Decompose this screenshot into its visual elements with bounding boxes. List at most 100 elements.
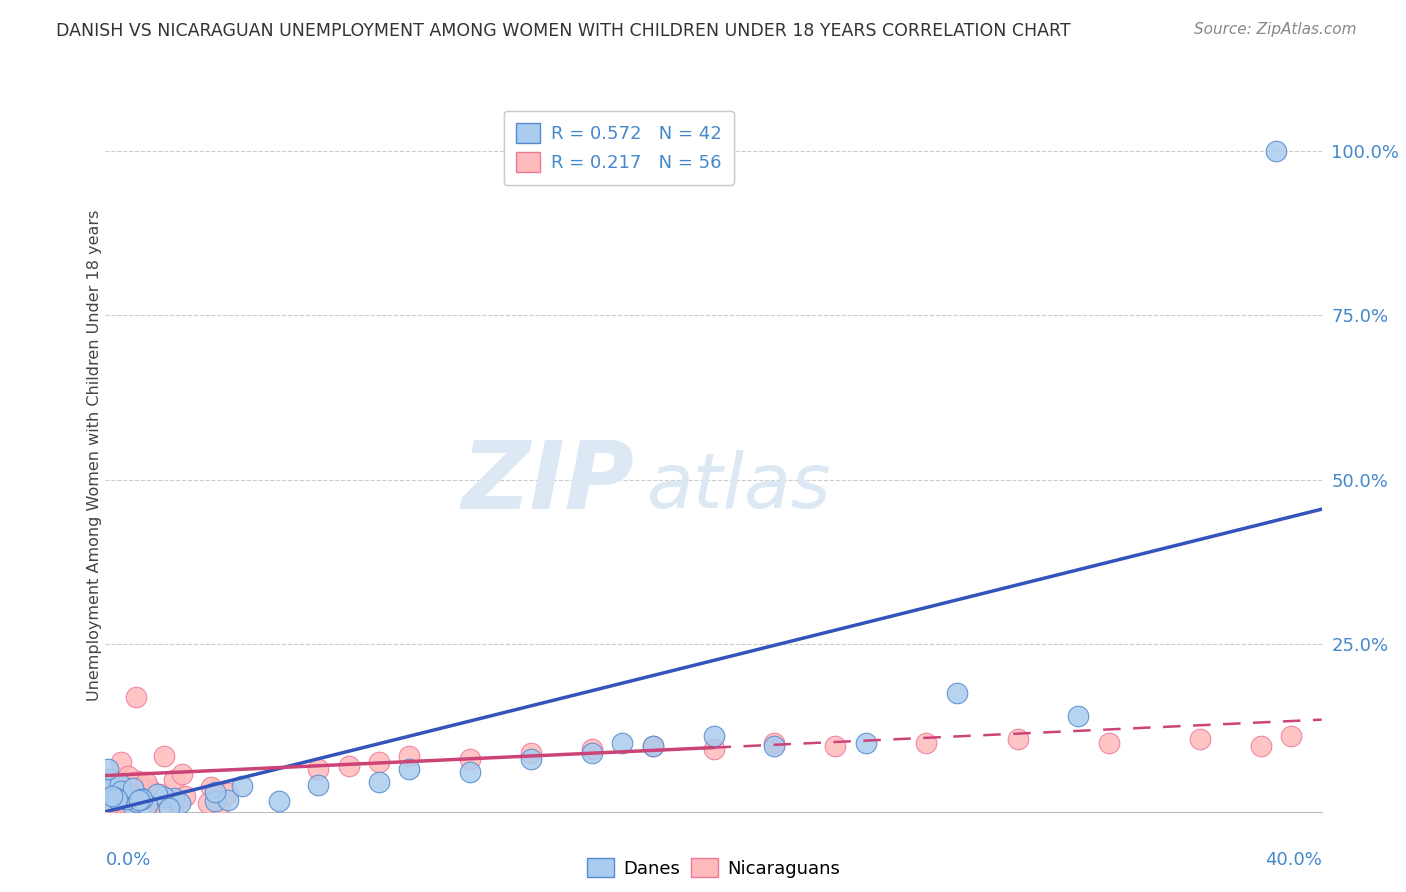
Point (269, 794, 291, 808)
Point (149, 788, 172, 802)
Point (1007, 732, 1029, 747)
Point (97, 800, 120, 814)
Point (110, 755, 132, 769)
Point (398, 762, 420, 776)
Point (128, 792, 150, 806)
Point (1188, 732, 1211, 747)
Point (117, 791, 139, 805)
Point (855, 736, 877, 750)
Point (824, 739, 846, 753)
Point (641, 739, 664, 753)
Point (121, 797, 143, 812)
Point (204, 794, 226, 808)
Point (197, 796, 219, 810)
Point (612, 736, 634, 750)
Point (200, 780, 222, 794)
Point (368, 775, 391, 789)
Point (127, 794, 149, 808)
Point (125, 690, 148, 704)
Point (117, 800, 139, 814)
Point (149, 801, 172, 815)
Text: 40.0%: 40.0% (1265, 851, 1322, 869)
Point (398, 748, 420, 763)
Point (581, 746, 603, 760)
Point (217, 786, 239, 800)
Point (108, 799, 131, 814)
Point (1067, 709, 1090, 723)
Point (169, 796, 191, 810)
Point (368, 756, 391, 770)
Point (204, 785, 226, 799)
Text: Source: ZipAtlas.com: Source: ZipAtlas.com (1194, 22, 1357, 37)
Point (581, 742, 603, 756)
Point (162, 801, 184, 815)
Point (122, 780, 145, 795)
Point (915, 736, 938, 750)
Point (97, 794, 120, 808)
Point (208, 798, 231, 813)
Point (131, 792, 153, 806)
Point (108, 791, 131, 805)
Text: ZIP: ZIP (461, 437, 634, 530)
Point (127, 773, 149, 788)
Point (104, 792, 127, 806)
Point (136, 783, 159, 797)
Point (307, 762, 329, 776)
Text: 0.0%: 0.0% (105, 851, 150, 869)
Point (1279, 729, 1302, 743)
Point (139, 790, 162, 805)
Point (520, 746, 543, 760)
Text: atlas: atlas (647, 450, 831, 524)
Point (97, 798, 120, 813)
Point (114, 799, 136, 814)
Point (170, 767, 193, 781)
Point (520, 752, 543, 766)
Point (945, 686, 967, 700)
Point (100, 792, 122, 806)
Point (118, 778, 141, 792)
Point (110, 784, 132, 798)
Point (101, 789, 124, 804)
Point (641, 739, 664, 753)
Point (307, 779, 329, 793)
Point (105, 792, 128, 806)
Point (337, 758, 360, 772)
Point (98, 783, 121, 797)
Point (108, 777, 131, 791)
Y-axis label: Unemployment Among Women with Children Under 18 years: Unemployment Among Women with Children U… (87, 210, 101, 700)
Point (702, 742, 725, 756)
Point (107, 797, 129, 811)
Point (105, 791, 128, 805)
Point (458, 752, 481, 766)
Legend: R = 0.572   N = 42, R = 0.217   N = 56: R = 0.572 N = 42, R = 0.217 N = 56 (503, 111, 734, 185)
Point (763, 739, 786, 753)
Point (763, 736, 786, 750)
Point (153, 790, 176, 805)
Point (129, 790, 152, 805)
Point (231, 779, 253, 793)
Point (121, 775, 143, 789)
Point (138, 780, 160, 795)
Point (121, 776, 143, 790)
Point (163, 791, 186, 805)
Point (118, 786, 141, 800)
Point (217, 792, 239, 806)
Point (152, 798, 174, 813)
Point (117, 769, 139, 783)
Point (146, 788, 169, 802)
Text: DANISH VS NICARAGUAN UNEMPLOYMENT AMONG WOMEN WITH CHILDREN UNDER 18 YEARS CORRE: DANISH VS NICARAGUAN UNEMPLOYMENT AMONG … (56, 22, 1071, 40)
Point (458, 765, 481, 780)
Point (157, 801, 180, 815)
Point (1265, 144, 1288, 158)
Point (97, 772, 120, 786)
Point (135, 775, 157, 789)
Point (98, 796, 121, 810)
Point (97, 763, 120, 777)
Point (163, 773, 186, 788)
Point (174, 789, 197, 803)
Point (702, 729, 725, 743)
Point (153, 748, 176, 763)
Point (101, 783, 124, 797)
Point (143, 789, 166, 803)
Point (1250, 739, 1272, 753)
